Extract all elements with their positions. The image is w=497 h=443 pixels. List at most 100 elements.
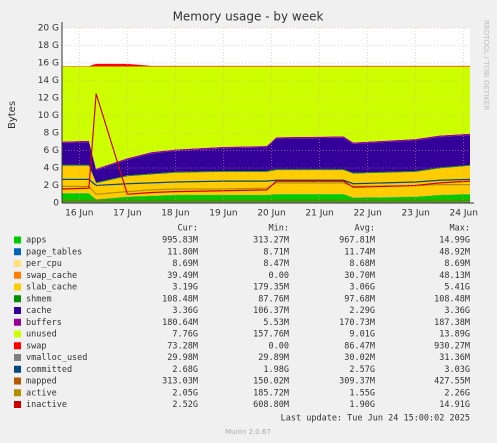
- legend-label: swap_cache: [26, 271, 77, 281]
- area: [62, 135, 470, 183]
- legend-swatch: [14, 318, 21, 326]
- x-tick-label: 18 Jun: [161, 209, 189, 219]
- legend-stat: 187.38M: [434, 318, 470, 328]
- legend-label: vmalloc_used: [26, 353, 87, 363]
- legend-stat: 2.26G: [444, 388, 470, 398]
- legend-stat: 150.02M: [253, 377, 289, 387]
- legend-stat: 2.68G: [172, 365, 198, 375]
- legend-stat: 2.29G: [349, 306, 375, 316]
- x-tick-label: 21 Jun: [305, 209, 333, 219]
- area: [62, 133, 470, 171]
- legend-header: Max:: [450, 224, 470, 234]
- legend-stat: 157.76M: [253, 330, 289, 340]
- y-axis-label: Bytes: [7, 101, 18, 129]
- legend-stat: 87.76M: [258, 294, 289, 304]
- legend-stat: 3.06G: [349, 283, 375, 293]
- legend-label: per_cpu: [26, 259, 62, 269]
- legend-header: Min:: [269, 224, 289, 234]
- legend-stat: 427.55M: [434, 377, 470, 387]
- y-tick-label: 2 G: [43, 181, 59, 191]
- legend-stat: 86.47M: [344, 341, 375, 351]
- legend-stat: 97.68M: [344, 294, 375, 304]
- legend-swatch: [14, 365, 21, 373]
- last-update: Last update: Tue Jun 24 15:00:02 2025: [281, 414, 470, 424]
- legend-stat: 39.49M: [167, 271, 198, 281]
- legend-stat: 170.73M: [339, 318, 375, 328]
- legend-stat: 11.74M: [344, 247, 375, 257]
- legend-swatch: [14, 271, 21, 279]
- legend-stat: 5.53M: [263, 318, 289, 328]
- chart-title: Memory usage - by week: [173, 10, 324, 24]
- legend-stat: 5.41G: [444, 283, 470, 293]
- legend-label: slab_cache: [26, 283, 77, 293]
- legend-stat: 9.01G: [349, 330, 375, 340]
- legend-stat: 995.83M: [162, 236, 198, 246]
- legend-swatch: [14, 248, 21, 256]
- footer: Munin 2.0.67: [225, 428, 271, 436]
- legend-label: page_tables: [26, 247, 82, 257]
- legend-stat: 313.27M: [253, 236, 289, 246]
- y-tick-label: 8 G: [43, 129, 59, 139]
- legend-stat: 967.81M: [339, 236, 375, 246]
- legend-stat: 29.98M: [167, 353, 198, 363]
- legend-swatch: [14, 401, 21, 408]
- legend-stat: 313.03M: [162, 377, 198, 387]
- x-tick-label: 22 Jun: [353, 209, 381, 219]
- y-tick-label: 4 G: [43, 164, 59, 174]
- legend-stat: 30.02M: [344, 353, 375, 363]
- legend-swatch: [14, 354, 21, 361]
- legend-stat: 8.69M: [444, 259, 470, 269]
- y-tick-label: 20 G: [38, 24, 59, 34]
- y-tick-label: 10 G: [38, 111, 59, 121]
- y-tick-label: 18 G: [38, 41, 59, 51]
- legend-stat: 14.99G: [439, 236, 470, 246]
- line: [61, 93, 471, 195]
- legend-stat: 106.37M: [253, 306, 289, 316]
- legend-stat: 29.89M: [258, 353, 289, 363]
- legend-stat: 3.03G: [444, 365, 470, 375]
- legend-stat: 48.92M: [439, 247, 470, 257]
- legend-stat: 8.71M: [263, 247, 289, 257]
- x-tick-label: 19 Jun: [209, 209, 237, 219]
- area: [62, 66, 470, 169]
- legend-swatch: [14, 330, 21, 338]
- legend-stat: 0.00: [269, 271, 289, 281]
- y-tick-label: 6 G: [43, 146, 59, 156]
- y-tick-label: 16 G: [38, 59, 59, 69]
- legend-stat: 1.98G: [263, 365, 289, 375]
- legend-stat: 73.28M: [167, 341, 198, 351]
- area: [62, 63, 470, 67]
- legend-swatch: [14, 307, 21, 314]
- legend-stat: 179.35M: [253, 283, 289, 293]
- legend-label: apps: [26, 236, 46, 246]
- legend-swatch: [14, 389, 21, 397]
- y-tick-label: 12 G: [38, 94, 59, 104]
- line: [62, 178, 471, 187]
- legend-label: committed: [26, 365, 72, 375]
- legend-stat: 31.36M: [439, 353, 470, 363]
- legend-swatch: [14, 342, 21, 350]
- legend-header: Avg:: [355, 224, 375, 234]
- legend-stat: 8.68M: [349, 259, 375, 269]
- side-label: RRDTOOL / TOBI OETIKER: [482, 20, 490, 110]
- area: [62, 193, 470, 200]
- y-tick-label: 0: [53, 199, 59, 209]
- legend-stat: 11.80M: [167, 247, 198, 257]
- legend-stat: 309.37M: [339, 377, 375, 387]
- legend-stat: 3.36G: [444, 306, 470, 316]
- legend-stat: 8.69M: [172, 259, 198, 269]
- legend-stat: 2.52G: [172, 400, 198, 410]
- legend-label: buffers: [26, 318, 62, 328]
- area: [62, 193, 470, 200]
- legend-swatch: [14, 260, 21, 267]
- legend-stat: 2.05G: [172, 388, 198, 398]
- legend-stat: 1.55G: [349, 388, 375, 398]
- legend-label: swap: [26, 341, 46, 351]
- legend-swatch: [14, 283, 21, 291]
- legend-swatch: [14, 377, 21, 385]
- legend-stat: 930.27M: [434, 341, 470, 351]
- legend-stat: 13.89G: [439, 330, 470, 340]
- legend-header: Cur:: [178, 224, 198, 234]
- legend-stat: 3.19G: [172, 283, 198, 293]
- x-tick-label: 16 Jun: [65, 209, 93, 219]
